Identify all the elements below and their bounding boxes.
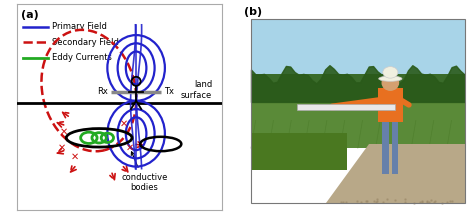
Text: ✕: ✕ bbox=[120, 118, 128, 128]
Text: Secondary Field: Secondary Field bbox=[52, 38, 119, 47]
Text: (b): (b) bbox=[244, 7, 262, 17]
Bar bbox=[382, 122, 389, 174]
Bar bbox=[392, 122, 399, 174]
Text: Primary Field: Primary Field bbox=[52, 22, 107, 31]
Bar bbox=[251, 74, 465, 107]
Text: conductive
bodies: conductive bodies bbox=[121, 152, 167, 192]
Text: ✕: ✕ bbox=[126, 143, 134, 153]
Text: land
surface: land surface bbox=[181, 80, 212, 100]
Bar bbox=[251, 133, 347, 170]
Bar bbox=[378, 88, 403, 122]
Text: ✕: ✕ bbox=[58, 143, 66, 153]
Ellipse shape bbox=[383, 67, 398, 78]
Text: ✕: ✕ bbox=[71, 151, 79, 161]
Circle shape bbox=[382, 76, 399, 90]
Ellipse shape bbox=[379, 76, 402, 81]
Text: ✕: ✕ bbox=[60, 127, 68, 137]
Text: Eddy Currents: Eddy Currents bbox=[52, 53, 112, 62]
Text: Rx: Rx bbox=[98, 87, 109, 96]
Text: (a): (a) bbox=[21, 10, 39, 21]
Bar bbox=[251, 19, 465, 102]
Bar bbox=[251, 19, 465, 204]
Bar bbox=[298, 104, 395, 110]
Bar bbox=[251, 102, 465, 148]
Text: Tx: Tx bbox=[164, 87, 174, 96]
Polygon shape bbox=[326, 144, 465, 204]
